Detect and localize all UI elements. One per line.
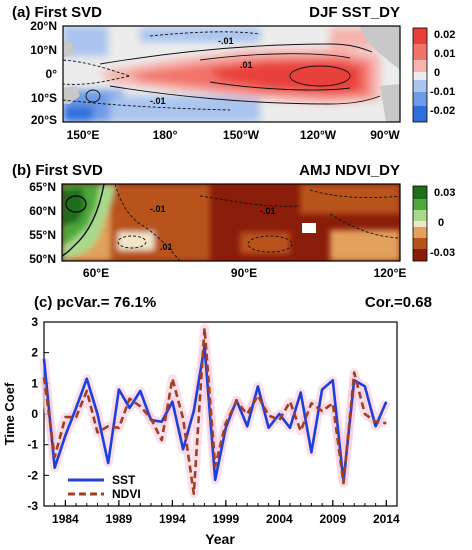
ndvi-map: -.01 -.01 .01 (62, 184, 400, 261)
y-tick-label: 20°N (30, 19, 57, 33)
x-tick-label: 1999 (212, 512, 239, 526)
contour-label: -.01 (218, 36, 234, 46)
x-tick-label: 150°W (223, 128, 260, 142)
x-tick-label: 180° (153, 128, 178, 142)
panel-b-y-axis: 65°N 60°N 55°N 50°N (29, 180, 56, 266)
legend-label-sst: SST (112, 473, 136, 487)
panel-a-y-axis: 20°N 10°N 0° 10°S 20°S (30, 19, 57, 127)
y-tick-label: 3 (31, 315, 38, 329)
panel-b: (b) First SVD AMJ NDVI_DY (12, 162, 455, 280)
y-tick-label: 10°S (31, 91, 57, 105)
panel-a-title: (a) First SVD (12, 4, 102, 21)
y-tick-label: 2 (31, 346, 38, 360)
y-tick-label: 10°N (30, 43, 57, 57)
x-tick-label: 2009 (319, 512, 346, 526)
y-axis: 3 2 1 0 -1 -2 -3 (27, 315, 49, 513)
x-tick-label: 1994 (159, 512, 186, 526)
contour-label: .01 (160, 242, 173, 252)
panel-a-x-axis: 150°E 180° 150°W 120°W 90°W (67, 128, 401, 142)
legend-label-ndvi: NDVI (112, 487, 141, 501)
x-tick-label: 120°W (300, 128, 337, 142)
y-tick-label: 0 (31, 407, 38, 421)
x-tick-label: 150°E (67, 128, 100, 142)
series-line-ndvi (42, 326, 387, 496)
colorbar-tick: 0.02 (434, 29, 455, 41)
x-tick-label: 90°W (370, 128, 400, 142)
y-tick-label: 20°S (31, 113, 57, 127)
panel-a-colorbar: 0.02 0.01 0 -0.01 -0.02 (412, 27, 455, 123)
panel-b-colorbar: 0.03 0 -0.03 (412, 185, 455, 262)
y-tick-label: 55°N (29, 228, 56, 242)
panel-a: (a) First SVD DJF SST_DY (12, 4, 455, 142)
colorbar-tick: 0 (438, 217, 444, 229)
panel-b-field-label: AMJ NDVI_DY (299, 162, 400, 179)
contour-label: -.01 (150, 96, 166, 106)
x-tick-label: 2014 (373, 512, 400, 526)
y-axis-title: Time Coef (2, 382, 17, 445)
time-coef-plot: 3 2 1 0 -1 -2 -3 1984 1989 1994 1999 2004 2009 2014 (27, 315, 400, 526)
y-tick-label: -1 (27, 438, 38, 452)
panel-b-x-axis: 60°E 90°E 120°E (83, 266, 406, 280)
x-axis: 1984 1989 1994 1999 2004 2009 2014 (43, 500, 400, 526)
contour-label: -.01 (150, 204, 166, 214)
colorbar-tick: 0.01 (434, 48, 455, 60)
x-tick-label: 120°E (374, 266, 407, 280)
x-axis-title: Year (205, 531, 235, 547)
colorbar-tick: -0.01 (430, 86, 455, 98)
colorbar-tick: 0.03 (434, 187, 455, 199)
x-tick-label: 60°E (83, 266, 109, 280)
x-tick-label: 1984 (52, 512, 79, 526)
y-tick-label: 60°N (29, 204, 56, 218)
y-tick-label: 50°N (29, 252, 56, 266)
sst-map: -.01 .01 -.01 (63, 26, 400, 122)
panel-c-title: (c) pcVar.= 76.1% (34, 294, 156, 311)
y-tick-label: 0° (46, 67, 58, 81)
y-tick-label: -3 (27, 499, 38, 513)
series-line-sst (42, 345, 388, 483)
series-layer (39, 323, 391, 499)
colorbar-tick: -0.03 (430, 247, 455, 259)
panel-a-field-label: DJF SST_DY (309, 4, 400, 21)
colorbar-tick: 0 (434, 67, 440, 79)
legend: SST NDVI (68, 473, 141, 501)
x-tick-label: 90°E (231, 266, 257, 280)
colorbar-tick: -0.02 (430, 105, 455, 117)
contour-label: -.01 (260, 206, 276, 216)
contour-label: .01 (240, 60, 253, 70)
panel-b-title: (b) First SVD (12, 162, 103, 179)
y-tick-label: -2 (27, 468, 38, 482)
y-tick-label: 65°N (29, 180, 56, 194)
panel-c: (c) pcVar.= 76.1% Cor.=0.68 3 2 1 0 -1 -2 -3 1… (2, 294, 432, 547)
panel-c-correlation: Cor.=0.68 (365, 294, 432, 311)
y-tick-label: 1 (31, 376, 38, 390)
x-tick-label: 2004 (266, 512, 293, 526)
x-tick-label: 1989 (106, 512, 133, 526)
